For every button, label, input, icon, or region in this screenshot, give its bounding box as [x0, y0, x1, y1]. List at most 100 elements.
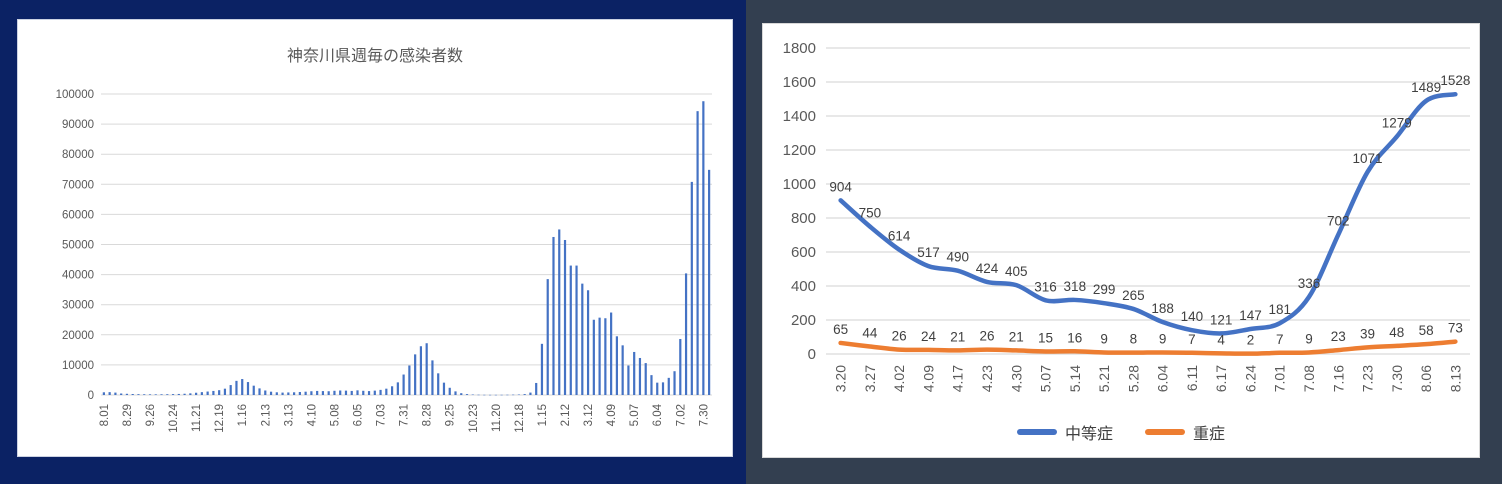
- legend: 中等症 重症: [763, 420, 1479, 444]
- svg-text:6.17: 6.17: [1213, 365, 1229, 392]
- svg-text:15: 15: [1038, 330, 1053, 345]
- svg-text:9.25: 9.25: [445, 404, 457, 426]
- svg-text:7.16: 7.16: [1330, 365, 1346, 392]
- svg-text:7: 7: [1188, 332, 1196, 347]
- svg-text:316: 316: [1034, 279, 1057, 294]
- svg-text:0: 0: [88, 390, 94, 402]
- svg-text:1800: 1800: [783, 40, 816, 57]
- svg-text:7.31: 7.31: [399, 404, 411, 426]
- svg-text:6.04: 6.04: [652, 403, 664, 426]
- svg-text:4.09: 4.09: [606, 404, 618, 426]
- svg-text:23: 23: [1331, 329, 1346, 344]
- line-chart-region: 0 200 400 600 800 1000 1200 1400 1600 1800 3.20 3.2…: [746, 0, 1502, 484]
- svg-text:600: 600: [791, 244, 816, 261]
- svg-text:121: 121: [1210, 312, 1233, 327]
- moderate-line-swatch: [1016, 429, 1057, 435]
- svg-text:490: 490: [946, 250, 969, 265]
- svg-text:140: 140: [1181, 309, 1204, 324]
- svg-text:7.02: 7.02: [675, 404, 687, 426]
- svg-text:5.14: 5.14: [1067, 365, 1083, 392]
- svg-text:7: 7: [1276, 332, 1284, 347]
- svg-text:800: 800: [791, 210, 816, 227]
- svg-text:1279: 1279: [1382, 116, 1412, 131]
- svg-text:1200: 1200: [783, 142, 816, 159]
- svg-text:8.29: 8.29: [122, 404, 134, 426]
- svg-text:26: 26: [892, 329, 907, 344]
- svg-text:424: 424: [976, 261, 999, 276]
- svg-text:904: 904: [829, 179, 852, 194]
- svg-text:24: 24: [921, 329, 937, 344]
- svg-text:10.23: 10.23: [468, 404, 480, 433]
- svg-text:3.12: 3.12: [583, 404, 595, 426]
- svg-text:8.06: 8.06: [1418, 365, 1434, 392]
- svg-text:2: 2: [1247, 333, 1255, 348]
- legend-item-severe: 重症: [1145, 420, 1225, 444]
- svg-text:9.26: 9.26: [145, 404, 157, 426]
- svg-text:614: 614: [888, 229, 911, 244]
- svg-text:39: 39: [1360, 326, 1375, 341]
- svg-text:1071: 1071: [1353, 151, 1383, 166]
- svg-text:50000: 50000: [62, 240, 94, 252]
- svg-text:2.12: 2.12: [560, 404, 572, 426]
- severe-line-swatch: [1145, 429, 1185, 435]
- svg-text:7.30: 7.30: [1389, 365, 1405, 392]
- svg-text:60000: 60000: [62, 209, 94, 221]
- svg-text:5.21: 5.21: [1096, 365, 1112, 392]
- svg-text:48: 48: [1389, 325, 1404, 340]
- svg-text:405: 405: [1005, 264, 1028, 279]
- svg-text:4.30: 4.30: [1008, 365, 1024, 392]
- legend-label-moderate: 中等症: [1064, 426, 1113, 443]
- svg-text:1528: 1528: [1440, 73, 1470, 88]
- svg-text:299: 299: [1093, 282, 1116, 297]
- svg-text:9: 9: [1159, 331, 1167, 346]
- svg-text:12.19: 12.19: [214, 404, 226, 433]
- svg-text:4.02: 4.02: [891, 365, 907, 392]
- svg-text:3.27: 3.27: [862, 365, 878, 392]
- svg-text:5.07: 5.07: [1038, 365, 1054, 392]
- svg-text:7.03: 7.03: [376, 404, 388, 426]
- svg-text:1000: 1000: [783, 176, 816, 193]
- svg-text:1.16: 1.16: [237, 404, 249, 426]
- legend-label-severe: 重症: [1193, 426, 1226, 443]
- svg-text:265: 265: [1122, 288, 1145, 303]
- svg-text:44: 44: [862, 326, 878, 341]
- svg-text:9: 9: [1305, 331, 1313, 346]
- svg-text:12.18: 12.18: [514, 404, 526, 433]
- svg-text:8.28: 8.28: [422, 404, 434, 426]
- svg-text:8.13: 8.13: [1447, 365, 1463, 392]
- svg-text:7.08: 7.08: [1301, 365, 1317, 392]
- svg-text:73: 73: [1448, 321, 1463, 336]
- svg-text:318: 318: [1064, 279, 1087, 294]
- svg-text:10000: 10000: [62, 360, 94, 372]
- line-chart-panel: 0 200 400 600 800 1000 1200 1400 1600 1800 3.20 3.2…: [762, 23, 1480, 458]
- svg-text:7.30: 7.30: [698, 404, 710, 426]
- svg-text:336: 336: [1298, 276, 1321, 291]
- bar-chart-title: 神奈川県週毎の感染者数: [286, 48, 463, 65]
- svg-text:2.13: 2.13: [260, 404, 272, 426]
- svg-text:16: 16: [1067, 330, 1082, 345]
- bar-chart-svg: 0 10000 20000 30000 40000 50000 60000 70000 8000…: [56, 89, 712, 433]
- svg-text:10.24: 10.24: [168, 403, 180, 432]
- bar-chart-panel: 神奈川県週毎の感染者数 0 10000 20000 30000 40000 50000 60…: [17, 19, 733, 457]
- svg-text:1.15: 1.15: [537, 404, 549, 426]
- svg-text:4.10: 4.10: [306, 404, 318, 426]
- svg-text:26: 26: [979, 329, 994, 344]
- svg-text:30000: 30000: [62, 300, 94, 312]
- svg-text:5.08: 5.08: [329, 404, 341, 426]
- svg-text:21: 21: [950, 329, 965, 344]
- svg-text:65: 65: [833, 322, 848, 337]
- svg-text:200: 200: [791, 312, 816, 329]
- line-chart-svg: 0 200 400 600 800 1000 1200 1400 1600 1800 3.20 3.2…: [783, 40, 1471, 392]
- svg-text:58: 58: [1419, 323, 1434, 338]
- svg-text:1400: 1400: [783, 108, 816, 125]
- svg-text:6.24: 6.24: [1242, 365, 1258, 392]
- svg-text:517: 517: [917, 245, 940, 260]
- legend-item-moderate: 中等症: [1016, 420, 1113, 444]
- svg-text:1489: 1489: [1411, 80, 1441, 95]
- svg-text:40000: 40000: [62, 270, 94, 282]
- svg-text:750: 750: [859, 206, 882, 221]
- svg-text:4.17: 4.17: [950, 365, 966, 392]
- svg-text:8.01: 8.01: [99, 404, 111, 426]
- bar-chart-region: 神奈川県週毎の感染者数 0 10000 20000 30000 40000 50000 60…: [0, 0, 746, 484]
- svg-text:90000: 90000: [62, 119, 94, 131]
